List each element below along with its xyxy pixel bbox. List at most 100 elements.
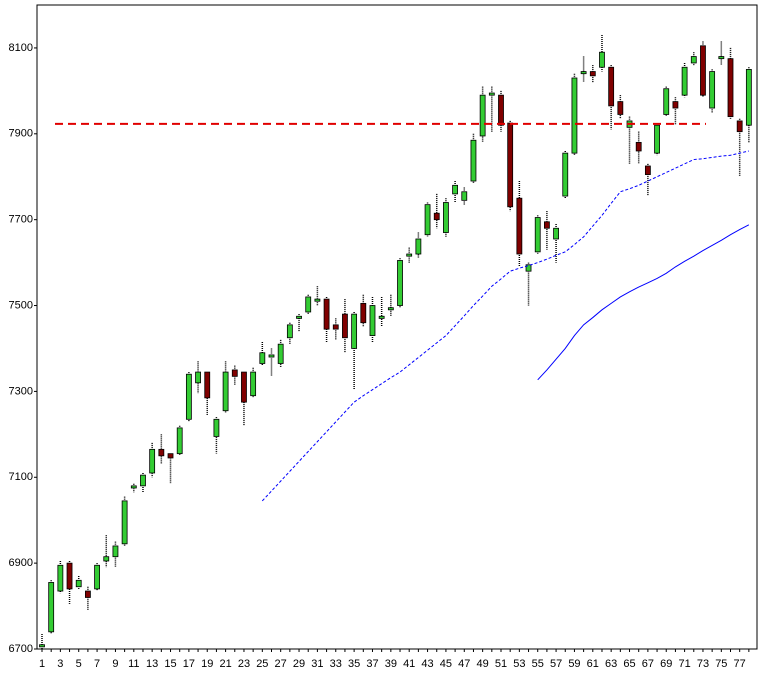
x-tick-label: 29 [293, 658, 305, 670]
x-tick-label: 35 [348, 658, 360, 670]
y-tick-label: 7900 [9, 128, 33, 140]
candle-body [479, 94, 486, 137]
candle-body [452, 184, 459, 195]
candle-body [507, 122, 514, 208]
candle-body [94, 564, 100, 590]
x-tick-label: 53 [513, 658, 525, 670]
candle-body [268, 354, 275, 358]
x-tick-label: 31 [311, 658, 323, 670]
x-tick-label: 39 [385, 658, 397, 670]
x-tick-label: 9 [112, 658, 118, 670]
x-tick-label: 69 [660, 658, 672, 670]
candle-body [195, 371, 201, 384]
candle-body [644, 165, 651, 175]
candle-body [700, 45, 706, 96]
candle-body [185, 373, 192, 420]
y-tick-label: 8100 [9, 42, 33, 54]
candle-body [57, 564, 64, 592]
y-tick-label: 7500 [9, 299, 33, 311]
candle-body [387, 307, 394, 311]
candle-body [525, 264, 532, 272]
candle-body [66, 562, 73, 590]
x-tick-label: 47 [458, 658, 470, 670]
candle-body [378, 315, 385, 319]
moving-average [537, 224, 750, 381]
candle-body [580, 71, 587, 75]
x-tick-label: 19 [201, 658, 213, 670]
candle-body [130, 485, 137, 489]
candle-body [433, 212, 440, 221]
candle-body [498, 94, 504, 126]
x-tick-label: 65 [623, 658, 635, 670]
x-tick-label: 7 [94, 658, 100, 670]
candle-body [75, 579, 82, 588]
x-tick-label: 41 [403, 658, 415, 670]
y-tick-label: 7300 [9, 385, 33, 397]
candle-body [222, 371, 229, 412]
candle-body [608, 66, 615, 107]
candle-body [259, 352, 266, 364]
candle-body [516, 197, 523, 255]
candle-body [461, 191, 468, 201]
candle-body [296, 315, 302, 319]
x-tick-label: 23 [238, 658, 250, 670]
candle-body [488, 92, 495, 96]
x-tick-label: 67 [642, 658, 654, 670]
candle-body [654, 124, 660, 154]
candle-body [672, 101, 679, 109]
candle-body [589, 71, 596, 77]
candle-body [617, 101, 624, 115]
candle-body [690, 56, 697, 64]
x-tick-label: 61 [587, 658, 599, 670]
x-tick-label: 51 [495, 658, 507, 670]
candle-body [681, 66, 688, 96]
candle-body [369, 305, 376, 336]
candle-body [250, 371, 257, 397]
candle-body [286, 324, 293, 339]
candle-body [736, 120, 743, 133]
candle-body [727, 58, 734, 118]
candle-body [397, 260, 403, 306]
candle-body [176, 427, 183, 455]
candle-body [167, 453, 174, 459]
x-tick-label: 11 [128, 658, 139, 670]
candle-body [103, 556, 110, 562]
candle-body [158, 448, 165, 457]
candle-body [305, 296, 312, 313]
candle-body [544, 221, 550, 229]
x-tick-label: 13 [146, 658, 158, 670]
x-tick-label: 63 [605, 658, 617, 670]
x-tick-label: 37 [366, 658, 378, 670]
x-tick-label: 15 [164, 658, 176, 670]
candle-body [213, 418, 220, 437]
x-tick-label: 75 [715, 658, 727, 670]
x-tick-label: 73 [697, 658, 709, 670]
y-tick-label: 6900 [9, 557, 33, 569]
y-tick-label: 7100 [9, 471, 33, 483]
x-tick-label: 25 [256, 658, 268, 670]
candle-body [342, 313, 348, 339]
x-tick-label: 59 [568, 658, 580, 670]
candle-body [112, 545, 119, 558]
x-tick-label: 43 [421, 658, 433, 670]
candle-body [443, 202, 449, 233]
candle-body [323, 298, 330, 330]
x-tick-label: 49 [477, 658, 489, 670]
candle-body [314, 298, 321, 302]
candle-body [48, 582, 55, 633]
candle-body [121, 500, 128, 545]
candle-body [406, 253, 413, 257]
candle-body [140, 474, 146, 487]
candle-body [599, 51, 605, 68]
candle-body [553, 227, 559, 240]
moving-average [261, 150, 749, 502]
candle-body [424, 204, 431, 236]
candle-body [204, 371, 211, 399]
x-tick-label: 17 [183, 658, 195, 670]
candle-body [332, 324, 339, 330]
candle-body [709, 71, 716, 109]
x-tick-label: 27 [275, 658, 287, 670]
x-tick-label: 21 [219, 658, 231, 670]
x-tick-label: 5 [76, 658, 82, 670]
